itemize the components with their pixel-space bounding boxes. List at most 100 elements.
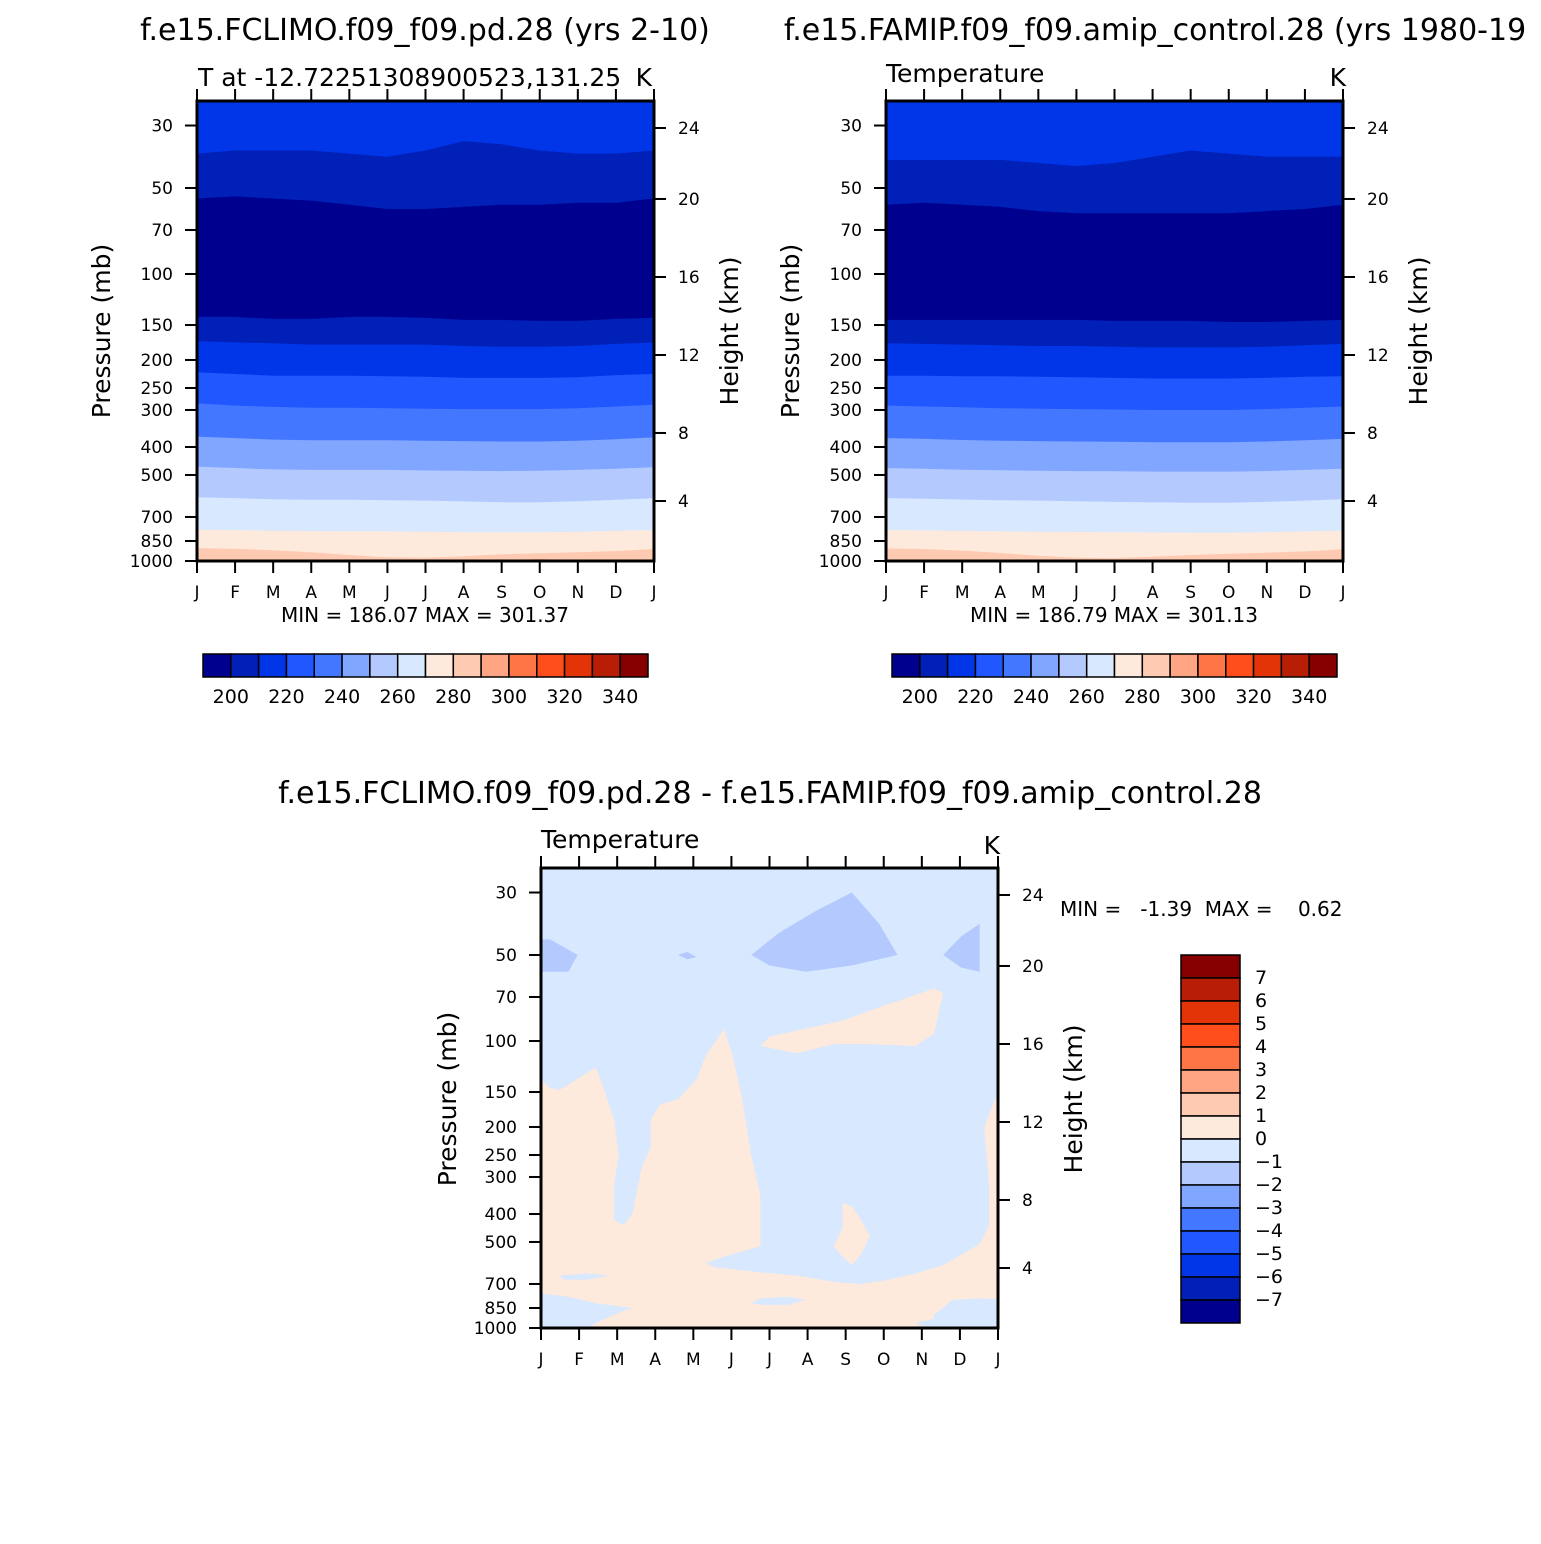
y-axis-right-label-difference: Height (km) — [1059, 1025, 1088, 1174]
contour-region — [751, 892, 898, 972]
x-tick-label: J — [1339, 583, 1345, 603]
colorbar-label: 300 — [1180, 686, 1216, 708]
x-tick-label: J — [882, 583, 888, 603]
colorbar-label: 320 — [1235, 686, 1271, 708]
x-tick-label: J — [193, 583, 199, 603]
colorbar-swatch — [1180, 1115, 1241, 1140]
y-tick-label: 100 — [485, 1032, 517, 1052]
plot-area — [541, 868, 998, 1328]
colorbar-label: 260 — [380, 686, 416, 708]
y-tick-label: 50 — [495, 946, 517, 966]
colorbar-swatch — [1180, 1276, 1241, 1301]
colorbar-swatch — [1180, 1253, 1241, 1278]
y-tick-label: 400 — [485, 1205, 517, 1225]
y-tick-label: 500 — [830, 466, 862, 486]
colorbar-label: 300 — [491, 686, 527, 708]
x-tick-label: M — [686, 1350, 701, 1370]
contour-region — [541, 1293, 633, 1328]
y-right-tick-label: 16 — [1367, 268, 1389, 288]
colorbar-label: −6 — [1255, 1266, 1283, 1288]
minmax-label-control: MIN = 186.07 MAX = 301.37 — [281, 603, 569, 627]
contour-region — [915, 1298, 998, 1328]
y-right-tick-label: 20 — [1367, 190, 1389, 210]
y-right-tick-label: 12 — [1022, 1113, 1044, 1133]
colorbar-label: 220 — [268, 686, 304, 708]
colorbar-swatch — [1252, 653, 1283, 678]
x-tick-label: J — [384, 583, 390, 603]
y-tick-label: 500 — [485, 1233, 517, 1253]
contour-region — [751, 1296, 807, 1305]
colorbar-label: 260 — [1069, 686, 1105, 708]
y-tick-label: 150 — [830, 316, 862, 336]
panel-title-control: T at -12.72251308900523,131.25 — [197, 63, 621, 92]
y-right-tick-label: 12 — [678, 346, 700, 366]
colorbar-label: 3 — [1255, 1059, 1267, 1081]
x-tick-label: F — [574, 1350, 584, 1370]
x-tick-label: M — [1031, 583, 1046, 603]
x-tick-label: J — [1111, 583, 1117, 603]
y-tick-label: 700 — [830, 508, 862, 528]
colorbar-swatch — [1180, 1092, 1241, 1117]
contour-region — [678, 951, 697, 960]
colorbar-swatch — [202, 653, 232, 678]
y-tick-label: 70 — [840, 221, 862, 241]
y-tick-label: 50 — [151, 179, 173, 199]
colorbar-label: 6 — [1255, 990, 1267, 1012]
colorbar-swatch — [946, 653, 977, 678]
y-tick-label: 70 — [151, 221, 173, 241]
y-tick-label: 700 — [485, 1275, 517, 1295]
plot-area — [886, 101, 1343, 561]
y-tick-label: 400 — [141, 438, 173, 458]
colorbar-label: −7 — [1255, 1289, 1283, 1311]
x-tick-label: O — [533, 583, 546, 603]
colorbar-swatch — [1308, 653, 1338, 678]
y-tick-label: 30 — [495, 884, 517, 904]
units-label-amip: K — [1330, 63, 1347, 92]
y-tick-label: 250 — [830, 379, 862, 399]
x-tick-label: F — [230, 583, 240, 603]
case-title-difference: f.e15.FCLIMO.f09_f09.pd.28 - f.e15.FAMIP… — [278, 776, 1262, 811]
y-tick-label: 100 — [830, 265, 862, 285]
colorbar-swatch — [230, 653, 260, 678]
y-axis-label-amip: Pressure (mb) — [776, 244, 805, 418]
x-tick-label: N — [1260, 583, 1273, 603]
y-tick-label: 1000 — [130, 552, 173, 572]
colorbar-swatch — [1180, 1184, 1241, 1209]
colorbar-swatch — [536, 653, 566, 678]
units-label-difference: K — [984, 831, 1001, 860]
x-tick-label: M — [610, 1350, 625, 1370]
panel-title-difference: Temperature — [540, 825, 699, 854]
colorbar-swatch — [396, 653, 427, 678]
y-tick-label: 100 — [141, 265, 173, 285]
colorbar-swatch — [480, 653, 510, 678]
y-tick-label: 700 — [141, 508, 173, 528]
y-tick-label: 200 — [141, 351, 173, 371]
minmax-label-difference: MIN = -1.39 MAX = 0.62 — [1060, 897, 1342, 921]
panel-difference: f.e15.FCLIMO.f09_f09.pd.28 - f.e15.FAMIP… — [278, 776, 1342, 1370]
y-tick-label: 300 — [830, 401, 862, 421]
colorbar-swatch — [1280, 653, 1310, 678]
x-tick-label: O — [877, 1350, 890, 1370]
colorbar-label: −2 — [1255, 1174, 1283, 1196]
y-axis-label-difference: Pressure (mb) — [433, 1012, 462, 1186]
colorbar-swatch — [1141, 653, 1171, 678]
x-tick-label: A — [649, 1350, 661, 1370]
y-axis-right-label-control: Height (km) — [715, 257, 744, 406]
colorbar-label: 280 — [1124, 686, 1160, 708]
y-tick-label: 30 — [151, 117, 173, 137]
y-right-tick-label: 12 — [1367, 346, 1389, 366]
panel-amip: f.e15.FAMIP.f09_f09.amip_control.28 (yrs… — [776, 13, 1526, 708]
x-tick-label: J — [766, 1350, 772, 1370]
y-tick-label: 1000 — [819, 552, 862, 572]
x-tick-label: A — [994, 583, 1006, 603]
x-tick-label: J — [650, 583, 656, 603]
colorbar-swatch — [424, 653, 455, 678]
y-right-tick-label: 16 — [1022, 1035, 1044, 1055]
y-tick-label: 250 — [485, 1146, 517, 1166]
y-right-tick-label: 24 — [1367, 119, 1389, 139]
x-tick-label: D — [609, 583, 622, 603]
